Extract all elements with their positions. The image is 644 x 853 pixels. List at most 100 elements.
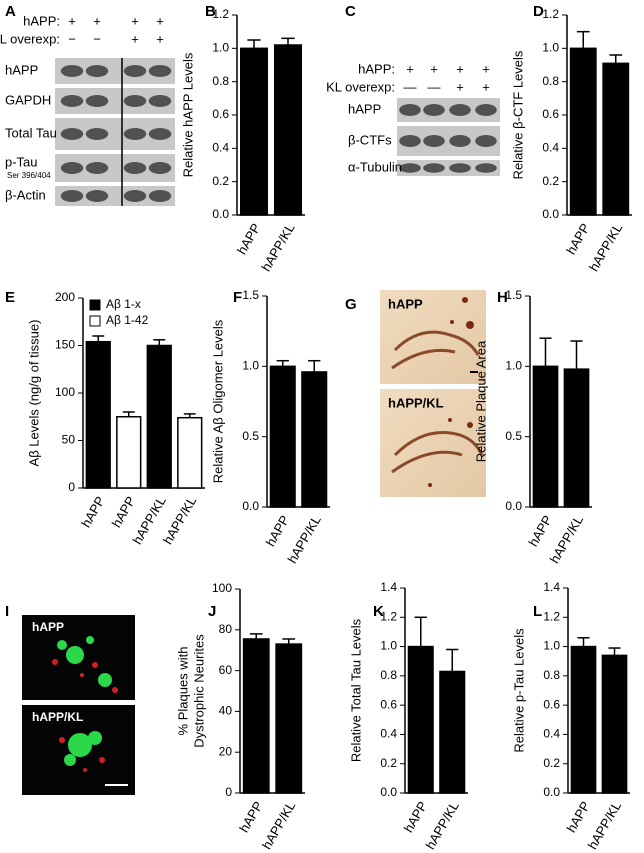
y-tick-label: 0.0: [542, 207, 559, 221]
blot-band: [449, 163, 471, 173]
x-tick-label: hAPP/KL: [258, 221, 297, 274]
y-tick-label: 1.0: [505, 359, 522, 373]
y-tick-label: 0.0: [380, 785, 397, 799]
bar: [563, 368, 590, 508]
legend-label: Aβ 1-x: [106, 297, 141, 311]
x-tick-label: hAPP: [236, 799, 266, 835]
y-tick-label: 40: [219, 704, 233, 718]
y-tick-label: 0.8: [212, 74, 229, 88]
blot-band: [399, 135, 421, 147]
bar: [602, 62, 630, 216]
bar: [532, 365, 559, 508]
tissue-structure: [391, 330, 480, 370]
blot-band: [60, 128, 84, 140]
y-tick-label: 0.6: [380, 697, 397, 711]
x-tick-label: hAPP: [525, 513, 555, 549]
y-tick-label: 0.4: [543, 727, 560, 741]
row-label: β-CTFs: [348, 132, 392, 147]
panel-label: K: [373, 603, 384, 620]
panel-label: J: [208, 603, 216, 620]
y-tick-label: 0.5: [505, 429, 522, 443]
y-axis-label: Relative Plaque Area: [473, 340, 488, 462]
y-axis-label: Relative p-Tau Levels: [511, 628, 526, 753]
condition-sign: +: [93, 13, 101, 28]
condition-label: KL overexp:: [0, 31, 60, 46]
blot-band: [123, 128, 147, 140]
panel-label: B: [205, 3, 216, 20]
x-tick-label: hAPP: [563, 221, 593, 257]
y-tick-label: 1.4: [380, 580, 397, 594]
bar: [601, 654, 628, 794]
legend-swatch: [89, 315, 101, 327]
y-tick-label: 50: [62, 433, 76, 447]
row-label: hAPP: [348, 101, 381, 116]
bar: [85, 340, 111, 489]
row-label: α-Tubulin: [348, 159, 402, 174]
blot-band: [123, 65, 147, 77]
panel-label: I: [5, 603, 9, 620]
row-label: p-Tau: [5, 154, 38, 169]
y-tick-label: 0.4: [380, 727, 397, 741]
blot-band: [123, 190, 147, 202]
blot-band: [449, 135, 471, 147]
y-tick-label: 0: [68, 480, 75, 494]
panel-label: D: [533, 3, 544, 20]
y-tick-label: 1.5: [242, 288, 259, 302]
condition-label: KL overexp:: [326, 79, 395, 94]
tissue-structure: [391, 431, 484, 474]
bar: [407, 645, 434, 794]
y-tick-label: 100: [55, 385, 75, 399]
condition-sign: +: [156, 31, 164, 46]
y-axis-label: Relative Total Tau Levels: [348, 618, 363, 762]
condition-sign: —: [428, 79, 441, 94]
bar: [177, 416, 203, 489]
x-tick-label: hAPP: [109, 494, 139, 530]
y-tick-label: 20: [219, 744, 233, 758]
y-tick-label: 1.2: [212, 7, 229, 21]
blot-band: [423, 163, 445, 173]
y-tick-label: 0.5: [242, 429, 259, 443]
x-tick-label: hAPP: [234, 221, 264, 257]
y-tick-label: 0.6: [543, 697, 560, 711]
y-axis-label: Dystrophic Neurites: [191, 634, 206, 748]
bar: [570, 645, 597, 794]
panel-label: G: [345, 296, 357, 313]
y-tick-label: 100: [212, 581, 232, 595]
condition-label: hAPP:: [358, 61, 395, 76]
blot-band: [60, 95, 84, 107]
condition-sign: +: [456, 79, 464, 94]
row-label: Total Tau: [5, 125, 57, 140]
y-tick-label: 0.0: [242, 499, 259, 513]
y-tick-label: 60: [219, 663, 233, 677]
y-tick-label: 200: [55, 290, 75, 304]
y-tick-label: 0.0: [212, 207, 229, 221]
y-axis-label: Relative hAPP Levels: [180, 52, 195, 177]
image-label: hAPP: [32, 620, 64, 634]
panel-label: C: [345, 3, 356, 20]
blot-band: [399, 104, 421, 116]
condition-sign: +: [131, 31, 139, 46]
blot-band: [148, 128, 172, 140]
blot-band: [85, 65, 109, 77]
row-sublabel: Ser 396/404: [7, 171, 51, 180]
blot-strip: [55, 186, 175, 206]
condition-label: hAPP:: [23, 13, 60, 28]
bar: [275, 643, 303, 794]
legend-swatch: [89, 299, 101, 311]
bar: [569, 47, 597, 216]
blot-strip: [397, 160, 500, 176]
x-tick-label: hAPP: [401, 799, 431, 835]
blot-band: [60, 190, 84, 202]
y-tick-label: 1.2: [542, 7, 559, 21]
y-tick-label: 0.2: [380, 756, 397, 770]
y-tick-label: 1.2: [543, 609, 560, 623]
y-tick-label: 0.8: [380, 668, 397, 682]
y-tick-label: 1.0: [380, 639, 397, 653]
condition-sign: +: [482, 79, 490, 94]
y-tick-label: 0.4: [542, 141, 559, 155]
y-tick-label: 0.2: [212, 174, 229, 188]
y-tick-label: 1.2: [380, 609, 397, 623]
panel-label: F: [233, 289, 242, 306]
blot-band: [148, 190, 172, 202]
condition-sign: −: [68, 31, 76, 46]
